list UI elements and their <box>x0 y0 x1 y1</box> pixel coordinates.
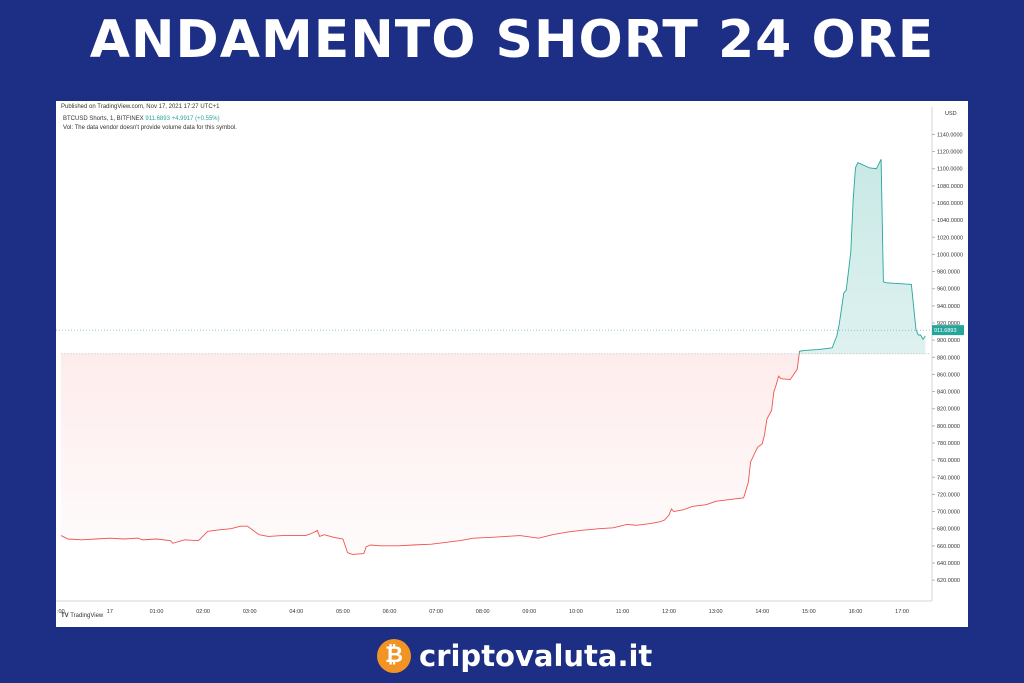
x-tick-label: 06:00 <box>383 609 397 615</box>
y-tick-label: 960.0000 <box>937 287 960 293</box>
x-tick-label: 08:00 <box>476 609 490 615</box>
series-line-above <box>798 159 926 354</box>
x-tick-label: 16:00 <box>849 609 863 615</box>
chart-legend: BTCUSD Shorts, 1, BITFINEX 911.6893 +4.9… <box>63 116 220 122</box>
brand-name: criptovaluta.it <box>419 639 653 673</box>
y-tick-label: 780.0000 <box>937 441 960 447</box>
y-tick-label: 1100.0000 <box>937 167 963 173</box>
y-tick-label: 800.0000 <box>937 424 960 430</box>
y-axis: 620.0000 640.0000 660.0000 680.0000 700.0000… <box>931 107 963 601</box>
x-tick-label: 14:00 <box>755 609 769 615</box>
x-axis: :00 17 01:00 02:00 03:00 04:00 05:00 06:00 07:00… <box>56 600 932 615</box>
y-tick-label: 1120.0000 <box>937 150 963 156</box>
volume-note: Vol: The data vendor doesn't provide vol… <box>63 125 237 131</box>
price-chart[interactable]: 620.0000 640.0000 660.0000 680.0000 700.0000… <box>56 101 968 627</box>
current-price-label: 911.6893 <box>934 328 957 334</box>
x-tick-label: 17:00 <box>895 609 909 615</box>
plot-area: 911.6893 <box>56 159 964 555</box>
y-tick-label: 740.0000 <box>937 475 960 481</box>
x-tick-label: :00 <box>57 609 65 615</box>
legend-symbol: BTCUSD Shorts, 1, BITFINEX <box>63 116 144 122</box>
y-tick-label: 660.0000 <box>937 544 960 550</box>
current-price-tag <box>932 325 964 336</box>
x-tick-label: 05:00 <box>336 609 350 615</box>
series-line-below <box>60 353 800 555</box>
x-tick-label: 12:00 <box>662 609 676 615</box>
chart-card: Published on TradingView.com, Nov 17, 20… <box>56 101 968 627</box>
y-tick-label: 640.0000 <box>937 561 960 567</box>
x-tick-label: 10:00 <box>569 609 583 615</box>
y-tick-label: 1020.0000 <box>937 235 963 241</box>
y-tick-label: 820.0000 <box>937 407 960 413</box>
x-tick-label: 09:00 <box>522 609 536 615</box>
legend-values: 911.6893 +4.9917 (+0.55%) <box>145 116 220 122</box>
brand-footer: ₿ criptovaluta.it <box>0 636 1024 676</box>
y-tick-label: 1060.0000 <box>937 201 963 207</box>
y-tick-label: 1000.0000 <box>937 252 963 258</box>
published-note: Published on TradingView.com, Nov 17, 20… <box>61 104 220 110</box>
bitcoin-coin-icon: ₿ <box>377 639 411 673</box>
x-tick-label: 11:00 <box>616 609 629 615</box>
page-title: ANDAMENTO SHORT 24 ORE <box>89 10 935 70</box>
y-tick-label: 980.0000 <box>937 270 960 276</box>
y-tick-label: 840.0000 <box>937 390 960 396</box>
x-tick-label: 07:00 <box>429 609 443 615</box>
x-tick-label: 13:00 <box>709 609 723 615</box>
y-tick-label: 920.0000 <box>937 321 960 327</box>
y-tick-label: 680.0000 <box>937 527 960 533</box>
tradingview-logo: TV TradingView <box>61 613 104 619</box>
x-tick-label: 17 <box>107 609 113 615</box>
below-baseline-fill <box>61 353 926 555</box>
x-tick-label: 01:00 <box>150 609 164 615</box>
x-tick-label: 15:00 <box>802 609 816 615</box>
y-tick-label: 1140.0000 <box>937 132 963 138</box>
x-tick-label: 04:00 <box>289 609 303 615</box>
y-tick-label: 1080.0000 <box>937 184 963 190</box>
y-tick-label: 900.0000 <box>937 338 960 344</box>
y-tick-label: 720.0000 <box>937 492 960 498</box>
y-axis-label: USD <box>945 111 957 117</box>
y-tick-label: 860.0000 <box>937 372 960 378</box>
y-tick-label: 620.0000 <box>937 578 960 584</box>
above-baseline-fill <box>799 159 926 354</box>
x-tick-label: 03:00 <box>243 609 257 615</box>
y-tick-label: 760.0000 <box>937 458 960 464</box>
y-tick-label: 700.0000 <box>937 510 960 516</box>
y-tick-label: 1040.0000 <box>937 218 963 224</box>
y-tick-label: 940.0000 <box>937 304 960 310</box>
y-tick-label: 880.0000 <box>937 355 960 361</box>
x-tick-label: 02:00 <box>196 609 210 615</box>
